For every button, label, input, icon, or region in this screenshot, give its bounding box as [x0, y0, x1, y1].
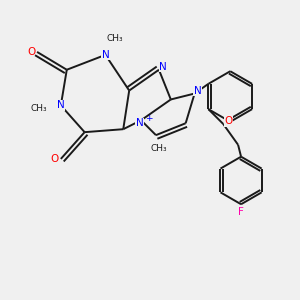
- Text: N: N: [136, 118, 143, 128]
- Text: N: N: [57, 100, 65, 110]
- Text: CH₃: CH₃: [151, 144, 167, 153]
- Text: N: N: [160, 62, 167, 72]
- Text: O: O: [51, 154, 59, 164]
- Text: CH₃: CH₃: [106, 34, 123, 43]
- Text: N: N: [194, 85, 201, 96]
- Text: CH₃: CH₃: [30, 104, 47, 113]
- Text: O: O: [27, 47, 35, 57]
- Text: N: N: [101, 50, 109, 60]
- Text: O: O: [224, 116, 233, 126]
- Text: +: +: [145, 114, 152, 123]
- Text: F: F: [238, 207, 244, 217]
